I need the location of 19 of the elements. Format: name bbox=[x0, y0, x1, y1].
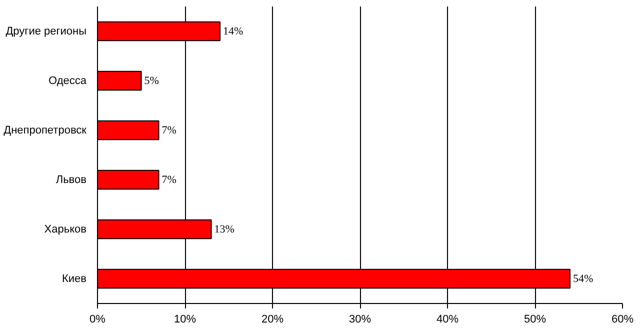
x-tick-label: 20% bbox=[261, 314, 284, 326]
data-label: 7% bbox=[162, 174, 176, 186]
y-tick-label: Киев bbox=[62, 272, 87, 285]
y-tick-label: Другие регионы bbox=[6, 25, 87, 38]
y-tick-label: Львов bbox=[56, 174, 87, 186]
x-tick-label: 10% bbox=[174, 314, 196, 326]
y-tick-label: Одесса bbox=[48, 74, 88, 87]
x-tick-label: 60% bbox=[611, 314, 634, 326]
x-tick-label: 30% bbox=[348, 314, 372, 326]
x-tick-label: 40% bbox=[436, 314, 459, 326]
data-label: 14% bbox=[223, 25, 244, 38]
data-label: 5% bbox=[144, 74, 159, 87]
x-tick-label: 50% bbox=[524, 314, 546, 326]
x-tick-label: 0% bbox=[90, 314, 106, 326]
data-label: 13% bbox=[214, 223, 234, 236]
y-tick-label: Днепропетровск bbox=[4, 124, 87, 136]
data-label: 54% bbox=[573, 272, 594, 285]
data-label: 7% bbox=[162, 124, 176, 136]
y-tick-label: Харьков bbox=[44, 223, 87, 236]
